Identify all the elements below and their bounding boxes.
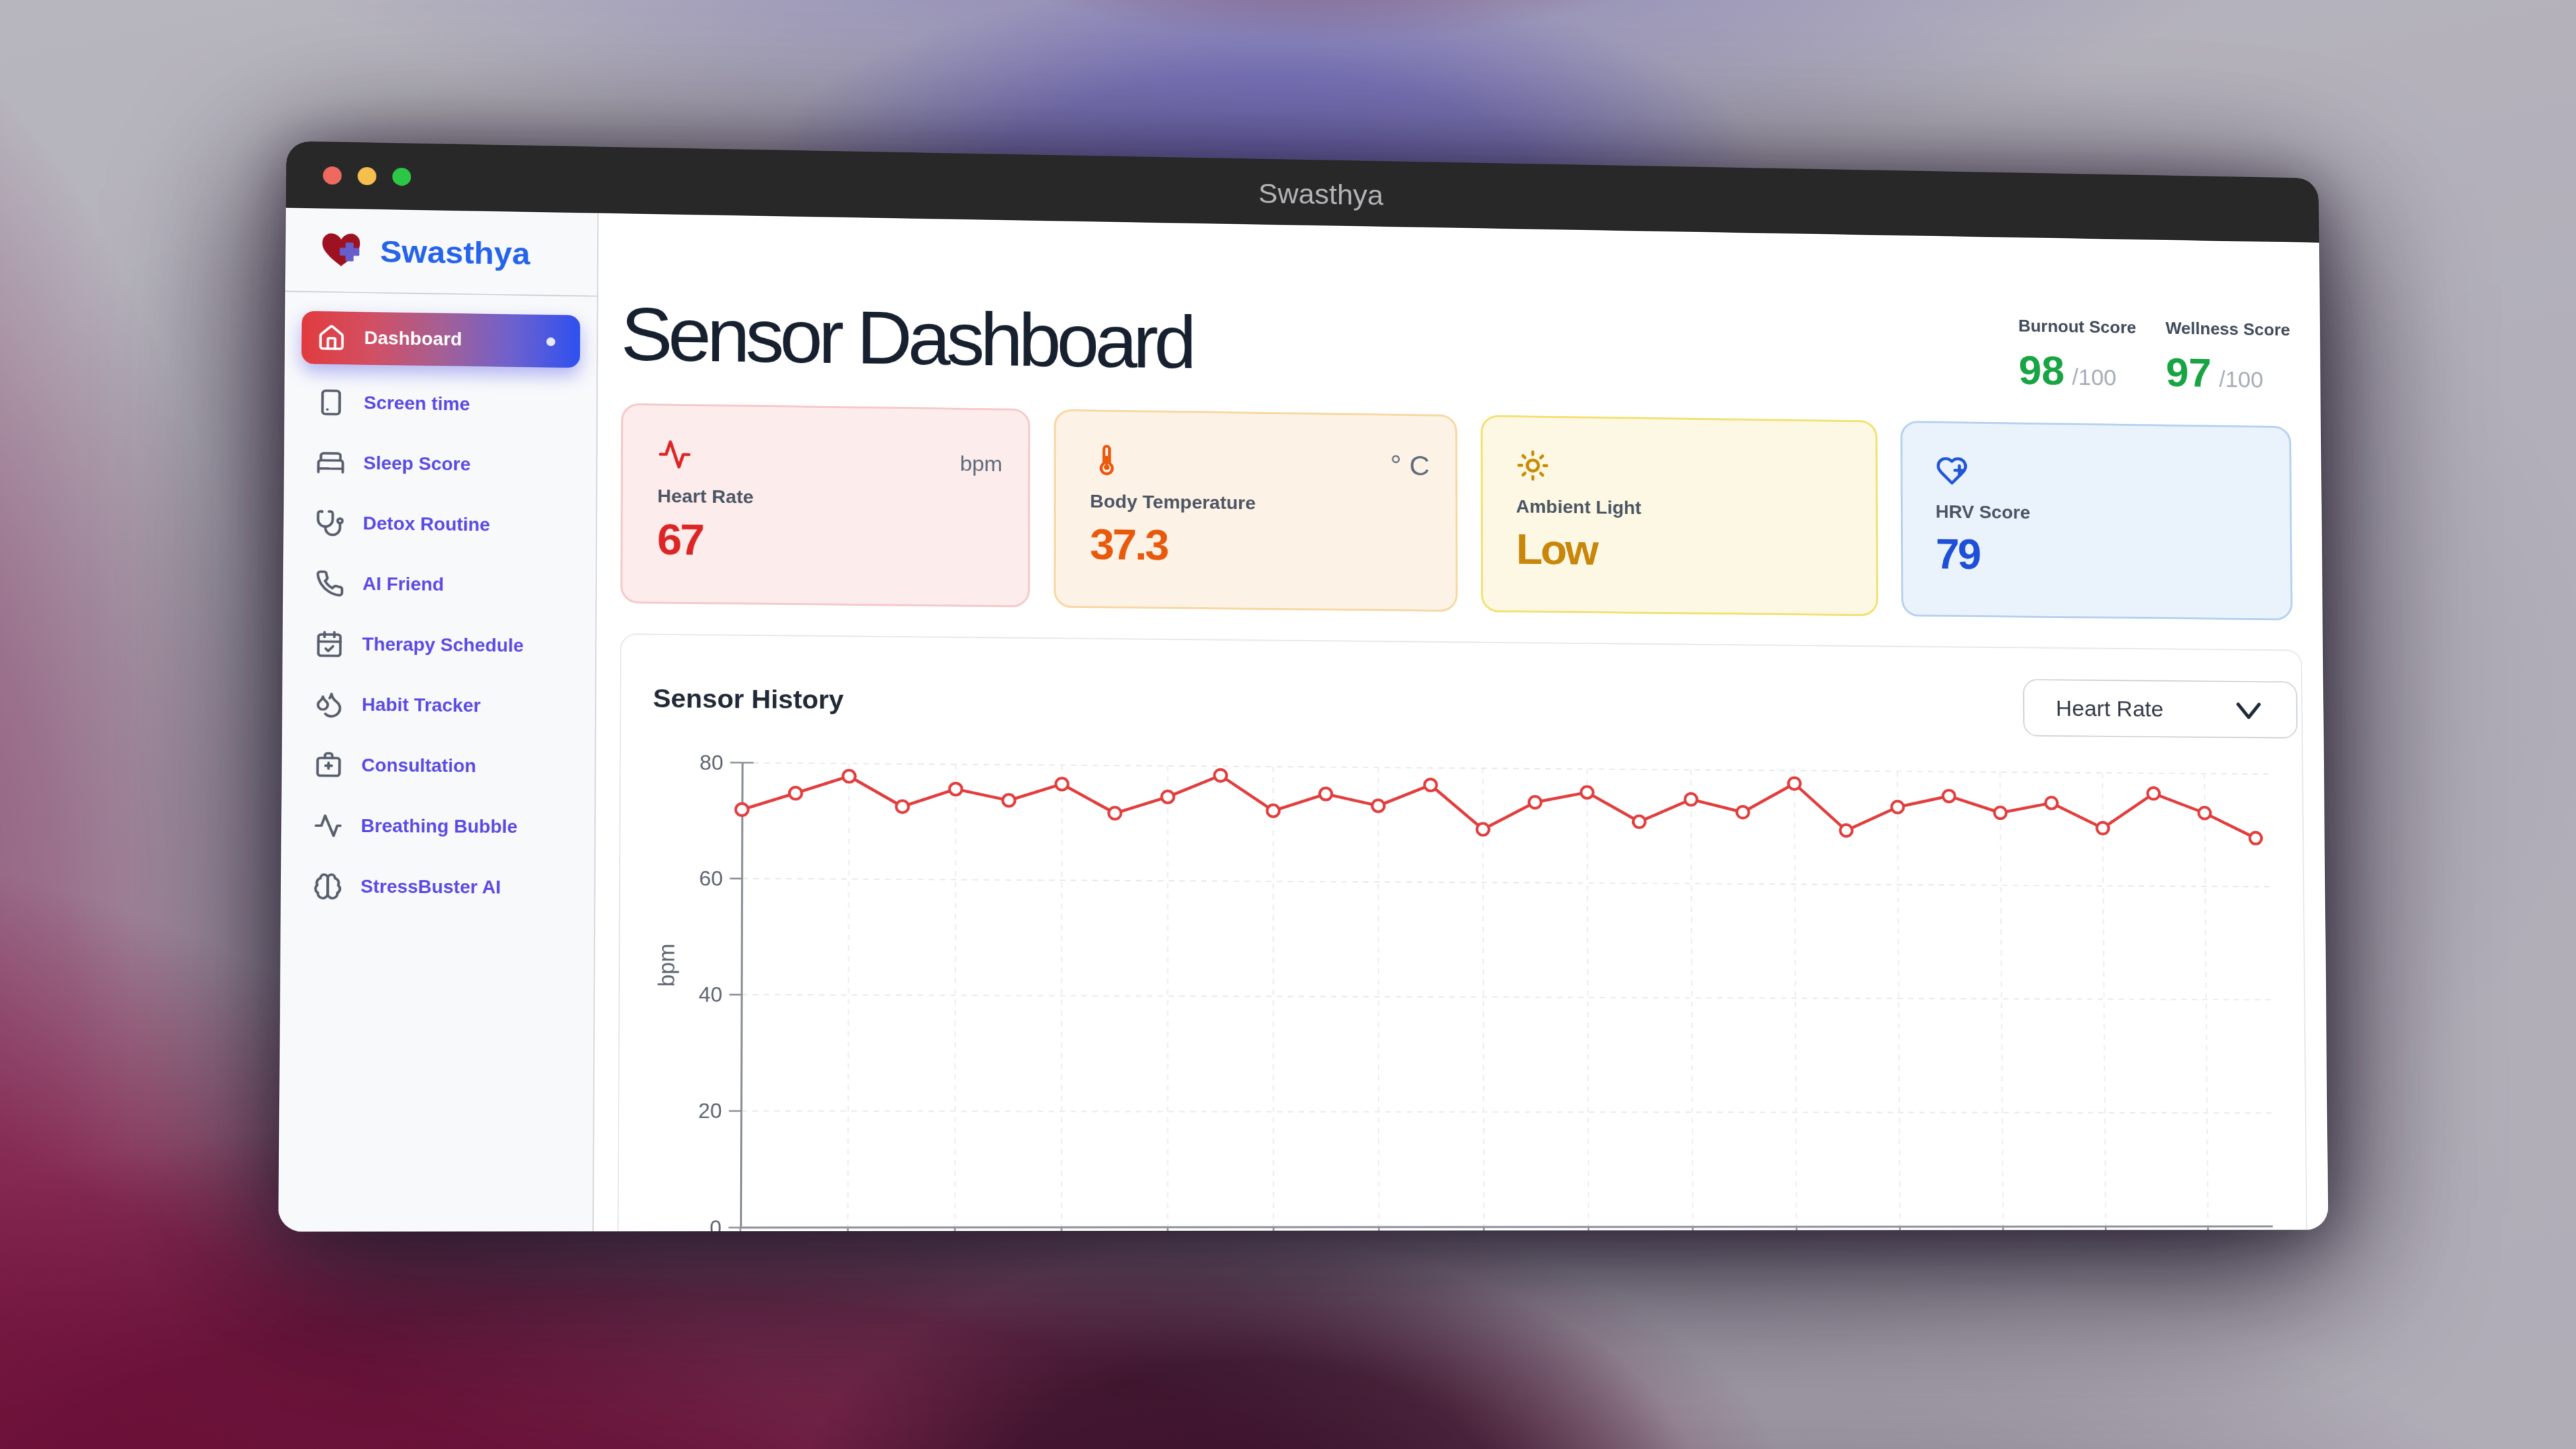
svg-text:0: 0 — [710, 1216, 722, 1231]
svg-text:60: 60 — [699, 867, 723, 891]
svg-text:20: 20 — [698, 1099, 722, 1123]
svg-text:40: 40 — [698, 983, 722, 1007]
svg-text:bpm: bpm — [655, 944, 680, 987]
svg-text:80: 80 — [700, 751, 724, 775]
